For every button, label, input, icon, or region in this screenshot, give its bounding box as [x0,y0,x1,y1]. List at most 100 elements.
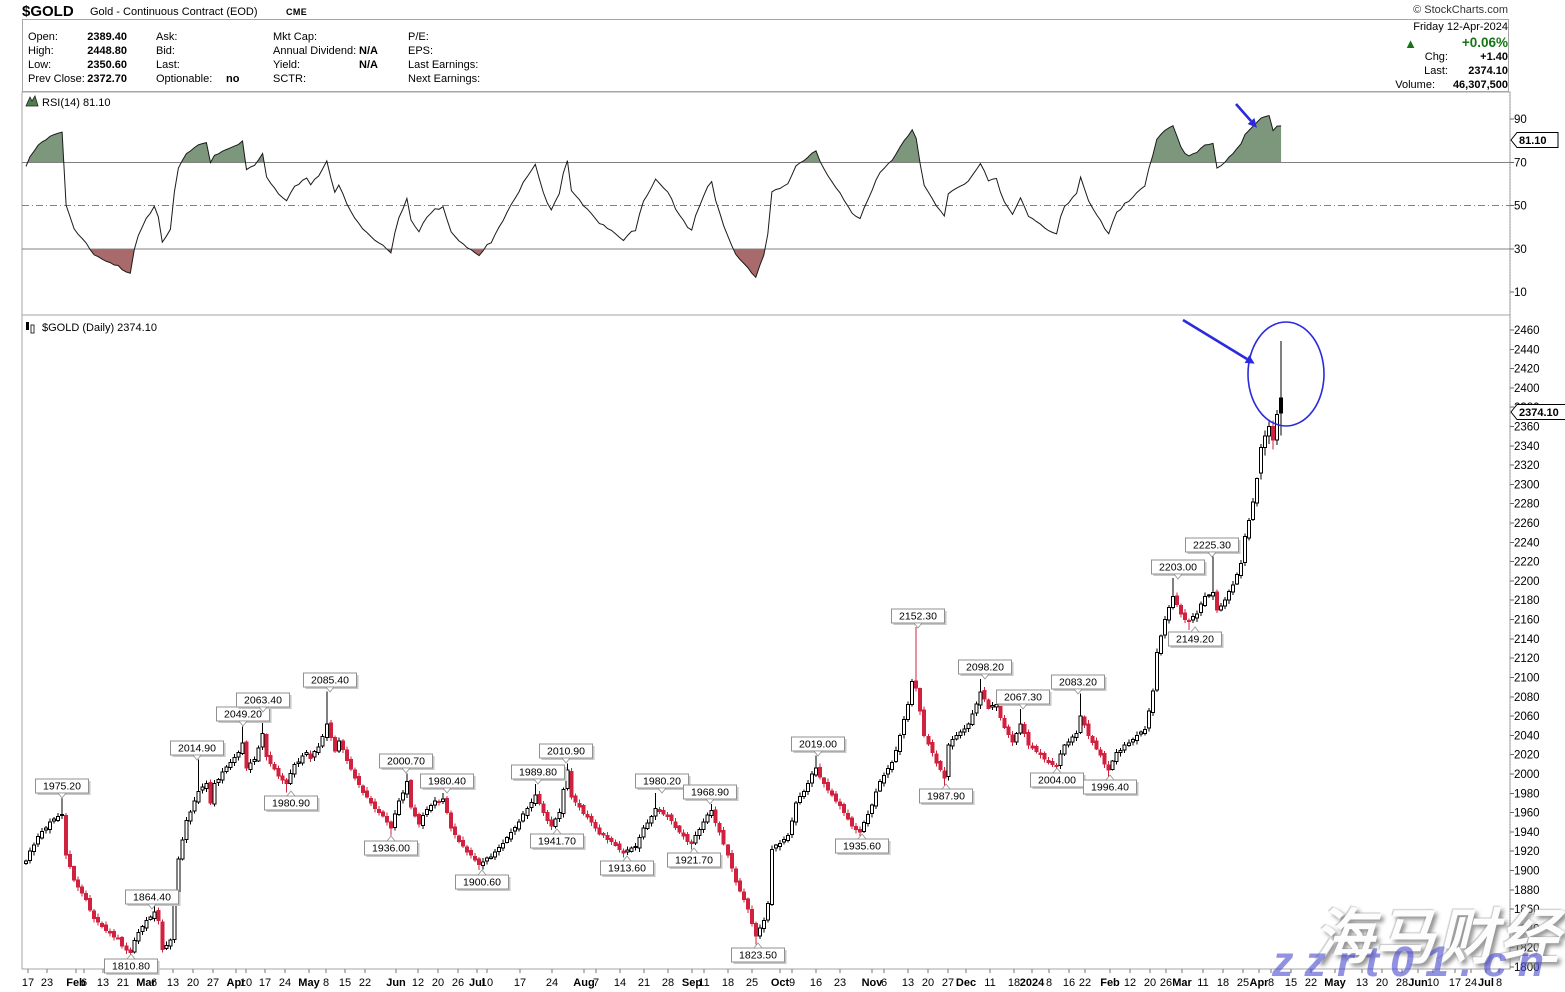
x-tick-label: 20 [432,977,444,989]
price-axis [1510,329,1514,968]
price-tick-label: 2400 [1514,383,1540,395]
x-tick-label: 12 [1124,977,1136,989]
price-callout: 1900.60 [454,869,511,891]
svg-text:2374.10: 2374.10 [1519,407,1559,419]
price-tick-label: 2460 [1514,325,1540,337]
svg-text:2203.00: 2203.00 [1159,562,1197,574]
price-tick-label: 2040 [1514,730,1540,742]
price-callouts: 1975.20 1864.40 2014.90 2049.20 2063.40 2085.… [34,537,1241,975]
rsi-overbought-fill [27,115,1282,163]
price-callout: 2225.30 [1184,537,1241,558]
blue-ellipse-annotation [1247,321,1325,427]
next-earnings-label: Next Earnings: [408,73,481,85]
price-callout: 2014.90 [169,740,226,761]
price-tick-label: 2300 [1514,479,1540,491]
x-tick-label: 23 [41,977,53,989]
price-callout: 1913.60 [599,855,656,877]
svg-text:1864.40: 1864.40 [133,892,171,904]
price-callout: 2152.30 [890,608,947,629]
panel-titles [25,95,39,334]
price-tick-label: 2360 [1514,422,1540,434]
blue-annotations [1182,103,1325,427]
x-tick-label: 20 [187,977,199,989]
x-tick-label: 22 [1305,977,1317,989]
price-callout: 1936.00 [363,835,420,857]
exchange-label: CME [286,7,308,17]
x-tick-label: 24 [279,977,291,989]
svg-text:2063.40: 2063.40 [244,695,282,707]
svg-text:2049.20: 2049.20 [224,709,262,721]
price-tick-label: 1880 [1514,885,1540,897]
chg-label: Chg: [1424,51,1448,63]
svg-text:2225.30: 2225.30 [1193,540,1231,552]
candles [24,340,1284,957]
x-tick-label: Sep [682,977,702,989]
last-label: Last: [1424,65,1448,77]
price-tick-label: 2020 [1514,750,1540,762]
price-tick-label: 2080 [1514,692,1540,704]
price-callout: 2004.00 [1029,767,1086,789]
x-tick-label: 21 [638,977,650,989]
svg-text:2004.00: 2004.00 [1038,775,1076,787]
svg-text:1968.90: 1968.90 [691,787,729,799]
price-tick-label: 2260 [1514,518,1540,530]
price-callout: 1996.40 [1082,774,1139,796]
price-tick-label: 2320 [1514,460,1540,472]
x-tick-label: 8 [1496,977,1502,989]
price-tick-label: 2200 [1514,576,1540,588]
watermark-text: 海马财经 [1313,904,1561,971]
eps-label: EPS: [408,45,434,57]
low-label: Low: [28,59,52,71]
rsi-indicator-icon [25,95,39,107]
x-tick-label: 6 [881,977,887,989]
price-tick-label: 1900 [1514,865,1540,877]
x-tick-label: Oct [771,977,790,989]
x-tick-label: 14 [614,977,626,989]
price-callout: 1810.80 [103,953,160,975]
volume-value: 46,307,500 [1452,79,1508,91]
x-tick-label: 18 [722,977,734,989]
x-tick-label: 9 [789,977,795,989]
x-tick-label: 8 [1268,977,1274,989]
watermark-url: zzrt01.cn [1271,938,1555,986]
last-price-box: 2374.10 [1510,404,1565,420]
svg-text:2010.90: 2010.90 [547,746,585,758]
price-callout: 2063.40 [235,692,292,713]
rsi-tick-label: 70 [1514,157,1527,169]
svg-text:2067.30: 2067.30 [1004,692,1042,704]
x-tick-label: 17 [1449,977,1461,989]
x-tick-label: 8 [1046,977,1052,989]
svg-text:1980.20: 1980.20 [643,776,681,788]
x-tick-label: 20 [1144,977,1156,989]
price-tick-label: 2060 [1514,711,1540,723]
x-tick-label: 6 [151,977,157,989]
x-tick-label: 20 [1376,977,1388,989]
sctr-label: SCTR: [273,73,306,85]
price-callout: 2019.00 [790,736,847,757]
price-callout: 1823.50 [730,942,787,964]
price-tick-label: 1940 [1514,827,1540,839]
x-tick-label: 6 [81,977,87,989]
price-tick-label: 2100 [1514,672,1540,684]
x-tick-label: 27 [207,977,219,989]
optionable-label: Optionable: [156,73,213,85]
price-tick-label: 2000 [1514,769,1540,781]
svg-text:2014.90: 2014.90 [178,743,216,755]
price-callout: 1989.80 [510,764,567,785]
svg-text:2000.70: 2000.70 [387,756,425,768]
x-tick-label: 17 [22,977,34,989]
price-callout: 1968.90 [682,784,739,805]
svg-text:1996.40: 1996.40 [1091,782,1129,794]
svg-text:2019.00: 2019.00 [799,739,837,751]
x-tick-label: 11 [698,977,709,989]
x-tick-label: Mar [136,977,156,989]
price-tick-label: 1960 [1514,808,1540,820]
open-value: 2389.40 [87,31,127,43]
x-tick-label: Jun [1408,977,1428,989]
svg-text:2149.20: 2149.20 [1176,634,1214,646]
price-callout: 2000.70 [378,753,435,774]
x-tick-label: Nov [862,977,884,989]
x-tick-label: May [298,977,320,989]
x-tick-label: 17 [514,977,526,989]
